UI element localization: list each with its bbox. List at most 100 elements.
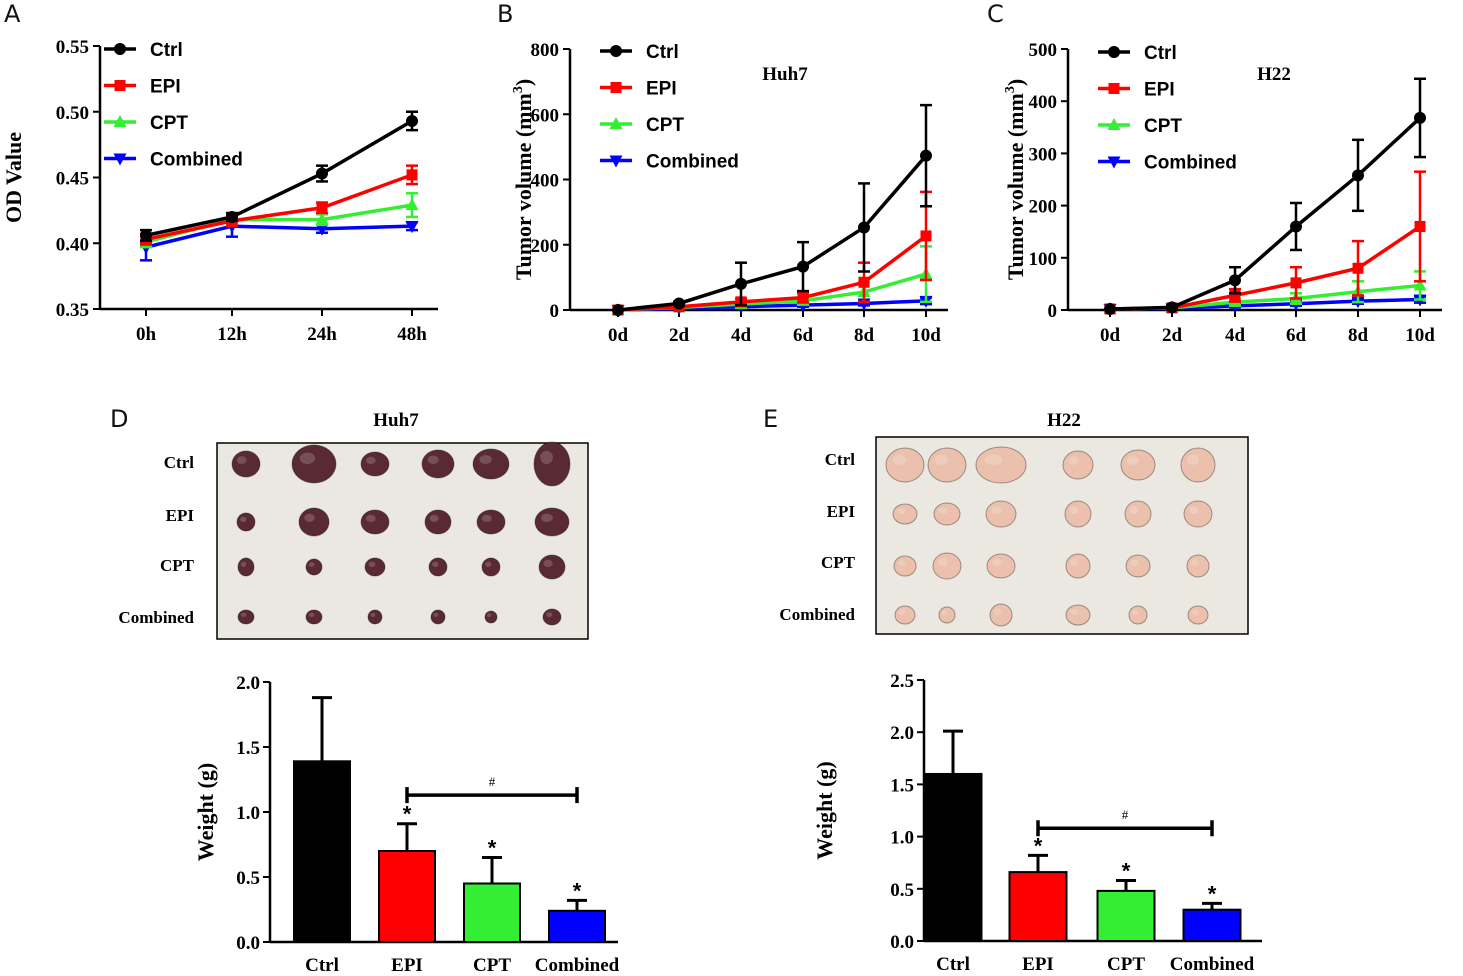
undefined-tumor bbox=[543, 609, 561, 625]
chart-d-significance-combined: * bbox=[573, 878, 582, 903]
chart-e-h22-weight: 0.00.51.01.52.02.5Weight (g)Ctrl*EPI*CPT… bbox=[812, 671, 1262, 975]
undefined-tumor bbox=[365, 558, 385, 576]
chart-c-y-axis-label-sup: 3 bbox=[1003, 86, 1018, 93]
photo-e-row-combined: Combined bbox=[779, 605, 855, 624]
photo-d-title: Huh7 bbox=[373, 410, 419, 431]
photo-e-row-epi: EPI bbox=[827, 502, 856, 521]
chart-d-bar-epi bbox=[379, 851, 435, 942]
chart-e-bar-cpt bbox=[1098, 891, 1155, 941]
chart-b-point-epi bbox=[798, 292, 809, 303]
undefined-tumor bbox=[368, 610, 382, 624]
undefined-tumor-highlight bbox=[942, 610, 948, 615]
undefined-tumor-highlight bbox=[433, 613, 438, 617]
chart-c-x-tick-label-8d: 8d bbox=[1348, 325, 1369, 346]
chart-e-bracket-label: # bbox=[1122, 807, 1129, 822]
chart-d-x-tick-label-ctrl: Ctrl bbox=[305, 955, 339, 976]
undefined-tumor bbox=[1065, 501, 1091, 527]
undefined-tumor-highlight bbox=[546, 612, 552, 617]
chart-c-y-axis-label-end: ) bbox=[1003, 79, 1028, 86]
photo-d-huh7-tumors bbox=[217, 443, 588, 639]
chart-b-y-tick-label: 800 bbox=[531, 40, 560, 61]
undefined-tumor bbox=[893, 504, 917, 524]
undefined-tumor-highlight bbox=[540, 451, 553, 464]
chart-b-point-ctrl bbox=[797, 261, 809, 273]
chart-a-legend-label-ctrl: Ctrl bbox=[150, 40, 183, 61]
chart-e-y-tick-label: 0.5 bbox=[890, 880, 914, 901]
undefined-tumor bbox=[1125, 501, 1151, 527]
chart-c-y-tick-label: 100 bbox=[1029, 249, 1058, 270]
chart-a-point-epi bbox=[407, 169, 418, 180]
undefined-tumor-highlight bbox=[366, 457, 376, 464]
undefined-tumor-highlight bbox=[939, 507, 948, 514]
undefined-tumor bbox=[299, 508, 329, 536]
undefined-tumor bbox=[1129, 606, 1147, 624]
undefined-tumor-highlight bbox=[304, 514, 315, 522]
undefined-tumor-highlight bbox=[241, 562, 247, 567]
undefined-tumor bbox=[934, 503, 960, 525]
undefined-tumor-highlight bbox=[897, 508, 905, 514]
chart-d-x-tick-label-epi: EPI bbox=[391, 955, 423, 976]
undefined-tumor bbox=[1126, 555, 1150, 577]
chart-c-y-tick-label: 500 bbox=[1029, 40, 1058, 61]
chart-b-legend-marker-ctrl bbox=[610, 45, 622, 57]
chart-a-y-tick-label: 0.35 bbox=[56, 300, 89, 321]
chart-c-x-tick-label-6d: 6d bbox=[1286, 325, 1307, 346]
chart-d-y-tick-label: 0.5 bbox=[236, 868, 260, 889]
chart-a-line-epi bbox=[146, 175, 412, 239]
undefined-tumor-highlight bbox=[893, 455, 906, 465]
undefined-tumor-highlight bbox=[370, 613, 375, 617]
panel-letter-a: A bbox=[4, 0, 21, 28]
chart-b-point-ctrl bbox=[920, 150, 932, 162]
chart-c-point-ctrl bbox=[1290, 220, 1302, 232]
chart-b-point-ctrl bbox=[673, 297, 685, 309]
undefined-tumor bbox=[238, 610, 254, 624]
undefined-tumor bbox=[306, 610, 322, 624]
chart-a-series-epi bbox=[140, 166, 418, 245]
undefined-tumor bbox=[539, 555, 565, 579]
chart-b-point-ctrl bbox=[612, 304, 624, 316]
undefined-tumor bbox=[894, 556, 916, 576]
chart-e-bar-epi bbox=[1010, 872, 1067, 941]
chart-c-legend-label-combined: Combined bbox=[1144, 153, 1237, 174]
chart-a-point-ctrl bbox=[316, 168, 328, 180]
undefined-tumor bbox=[990, 604, 1012, 626]
chart-c-inset-title: H22 bbox=[1257, 64, 1291, 85]
chart-e-y-tick-label: 2.0 bbox=[890, 723, 914, 744]
undefined-tumor-highlight bbox=[541, 514, 553, 522]
chart-d-x-tick-label-cpt: CPT bbox=[473, 955, 511, 976]
chart-c-point-ctrl bbox=[1166, 301, 1178, 313]
chart-a-x-tick-label-48h: 48h bbox=[397, 324, 427, 345]
panel-letter-d: D bbox=[110, 405, 128, 433]
chart-e-bar-ctrl bbox=[925, 774, 982, 941]
chart-c-legend-marker-epi bbox=[1109, 83, 1120, 94]
undefined-tumor-highlight bbox=[992, 559, 1002, 566]
panel-letter-b: B bbox=[497, 0, 513, 28]
undefined-tumor-highlight bbox=[487, 613, 491, 617]
chart-d-bar-ctrl bbox=[294, 761, 350, 942]
chart-e-bar-combined bbox=[1184, 910, 1241, 941]
undefined-tumor bbox=[306, 559, 322, 575]
undefined-tumor-highlight bbox=[938, 558, 948, 566]
undefined-tumor-highlight bbox=[1187, 455, 1199, 465]
undefined-tumor-highlight bbox=[309, 562, 315, 567]
chart-a-point-ctrl bbox=[140, 229, 152, 241]
chart-a-series-combined bbox=[140, 216, 419, 261]
chart-c-legend-label-epi: EPI bbox=[1144, 80, 1175, 101]
undefined-tumor-highlight bbox=[1130, 559, 1138, 566]
chart-e-x-tick-label-combined: Combined bbox=[1170, 954, 1255, 975]
chart-d-huh7-weight: 0.0 0.5 1.0 1.5 2.0 Weight (g) Ctrl * EPI * CPT * Co… bbox=[193, 673, 620, 976]
undefined-tumor-highlight bbox=[1130, 506, 1139, 514]
chart-b-point-epi bbox=[921, 230, 932, 241]
undefined-tumor bbox=[933, 553, 961, 579]
chart-b-x-tick-label-8d: 8d bbox=[854, 325, 875, 346]
photo-d-row-epi: EPI bbox=[166, 506, 195, 525]
undefined-tumor-highlight bbox=[369, 562, 376, 567]
figure: A B C D E 0.350.400.450.500.550h 12h 24h 48… bbox=[0, 0, 1463, 976]
undefined-tumor bbox=[429, 558, 447, 576]
chart-e-y-tick-label: 1.0 bbox=[890, 828, 914, 849]
chart-a-point-ctrl bbox=[406, 115, 418, 127]
undefined-tumor bbox=[232, 451, 260, 477]
undefined-tumor-highlight bbox=[994, 608, 1002, 615]
chart-e-x-tick-label-epi: EPI bbox=[1022, 954, 1054, 975]
undefined-tumor-highlight bbox=[1192, 610, 1199, 615]
